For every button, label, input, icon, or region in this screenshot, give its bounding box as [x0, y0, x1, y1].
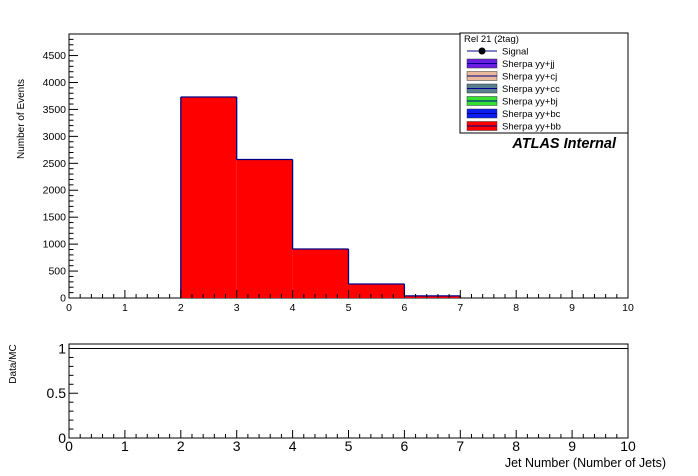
histogram-bar	[404, 295, 461, 298]
ratio-x-tick-label: 2	[177, 438, 185, 454]
ratio-x-tick-label: 4	[289, 438, 297, 454]
ratio-y-axis-label: Data/MC	[8, 344, 19, 383]
legend-entry-label: Sherpa yy+bj	[502, 97, 558, 108]
y-axis-label: Number of Events	[16, 79, 27, 159]
x-tick-label: 2	[178, 302, 184, 314]
x-tick-label: 1	[122, 302, 128, 314]
histogram-bar	[348, 283, 405, 298]
legend-entry-label: Sherpa yy+jj	[502, 59, 555, 70]
histogram-bar	[236, 159, 293, 298]
ratio-y-tick-label: 0	[58, 430, 66, 446]
x-tick-label: 9	[569, 302, 575, 314]
legend-entry-label: Sherpa yy+bb	[502, 122, 561, 133]
ratio-x-tick-label: 8	[512, 438, 520, 454]
ratio-x-tick-label: 9	[568, 438, 576, 454]
legend-entry-label: Sherpa yy+cj	[502, 72, 557, 83]
y-tick-label: 3500	[43, 104, 67, 116]
legend-entry-label: Sherpa yy+bc	[502, 109, 561, 120]
ratio-x-tick-label: 10	[620, 438, 636, 454]
legend-header: Rel 21 (2tag)	[464, 34, 519, 45]
ratio-x-tick-label: 7	[456, 438, 464, 454]
x-tick-label: 6	[401, 302, 407, 314]
ratio-plot-frame	[68, 343, 629, 439]
x-tick-label: 0	[66, 302, 72, 314]
legend-entry-label: Sherpa yy+cc	[502, 84, 560, 95]
ratio-x-tick-label: 1	[121, 438, 129, 454]
x-tick-label: 4	[290, 302, 296, 314]
y-tick-label: 3000	[43, 131, 67, 143]
x-axis-label: Jet Number (Number of Jets)	[505, 456, 666, 470]
main-panel: 0 500 1000 1500 2000 2500 3000 3500 4000 4500 0 1 2 3…	[16, 32, 634, 314]
y-tick-label: 4000	[43, 77, 67, 89]
y-tick-label: 2500	[43, 158, 67, 170]
y-tick-label: 1500	[43, 212, 67, 224]
histogram-bar	[292, 248, 349, 298]
y-tick-label: 1000	[43, 239, 67, 251]
y-tick-label: 2000	[43, 185, 67, 197]
x-tick-label: 10	[622, 302, 634, 314]
y-tick-label: 4500	[43, 50, 67, 62]
ratio-x-tick-label: 3	[233, 438, 241, 454]
ratio-y-tick-label: 0.5	[47, 385, 67, 401]
atlas-label: ATLAS Internal	[511, 136, 617, 152]
y-tick-label: 0	[60, 293, 66, 305]
x-tick-label: 8	[513, 302, 519, 314]
ratio-x-tick-label: 6	[401, 438, 409, 454]
x-tick-label: 7	[457, 302, 463, 314]
x-tick-label: 5	[346, 302, 352, 314]
y-tick-label: 500	[48, 266, 66, 278]
legend-entry-label: Signal	[502, 47, 528, 58]
ratio-y-tick-label: 1	[58, 340, 66, 356]
ratio-x-tick-label: 0	[65, 438, 73, 454]
x-tick-label: 3	[234, 302, 240, 314]
histogram-bar	[180, 97, 237, 298]
legend-marker	[478, 47, 486, 55]
ratio-x-tick-label: 5	[345, 438, 353, 454]
